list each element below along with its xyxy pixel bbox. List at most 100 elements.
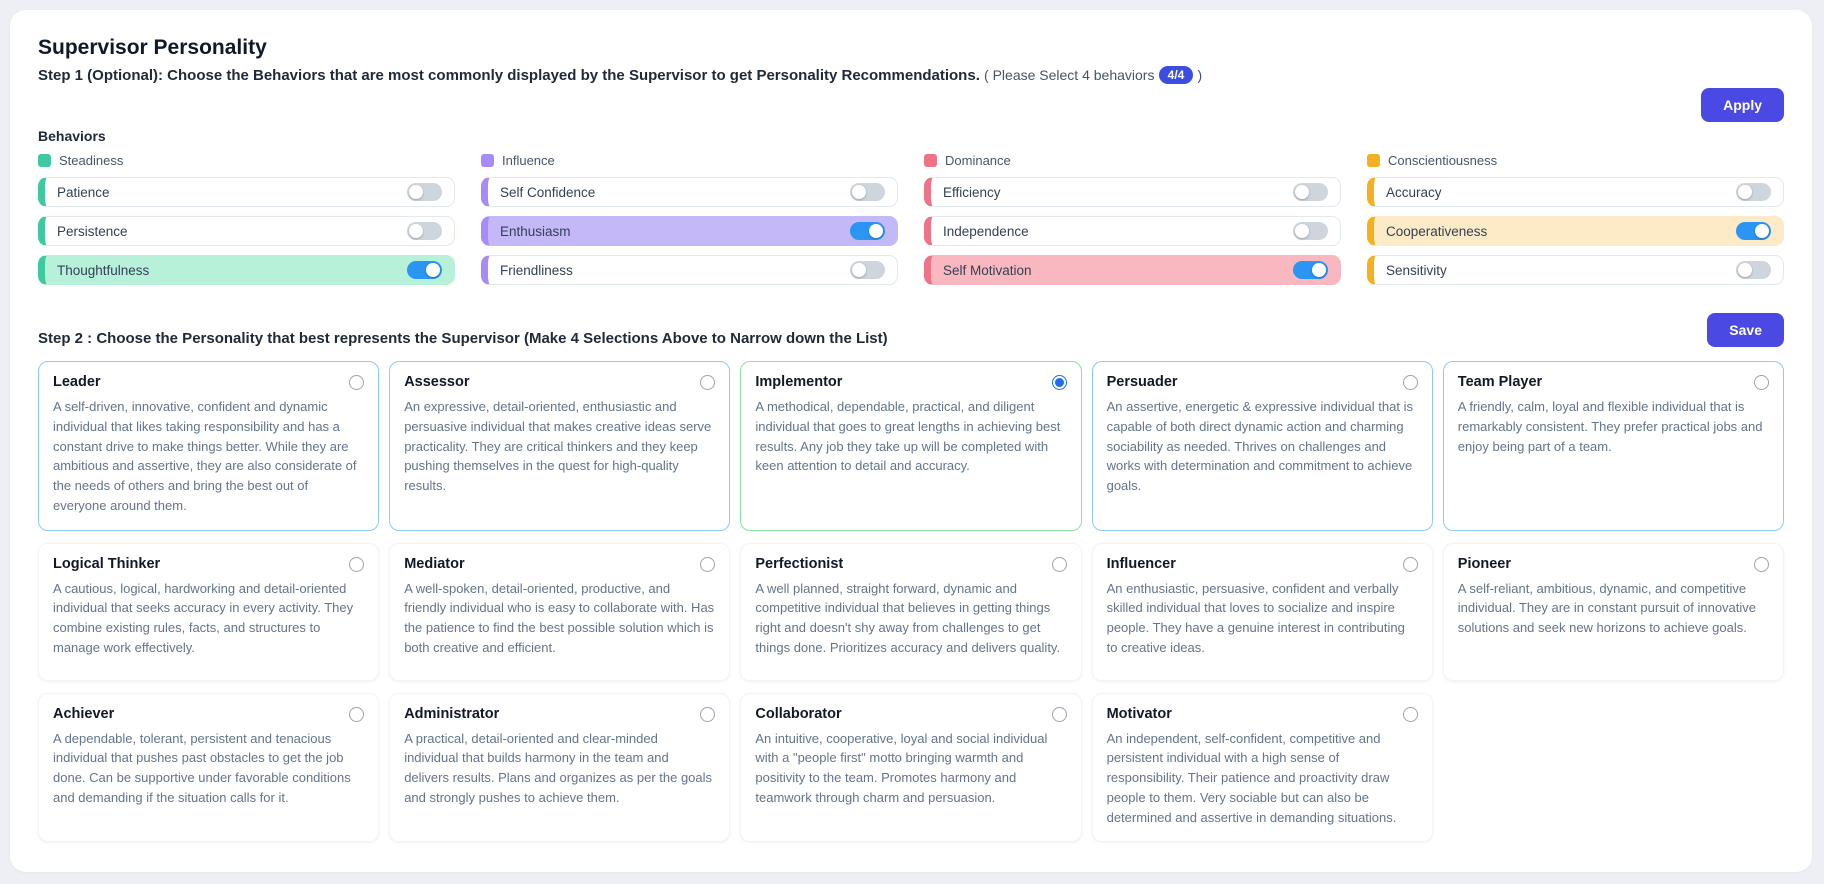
behavior-toggle[interactable] bbox=[850, 222, 885, 240]
group-color-swatch-icon bbox=[1367, 154, 1380, 167]
personality-card[interactable]: Team Player A friendly, calm, loyal and … bbox=[1442, 361, 1784, 531]
behavior-row[interactable]: Friendliness bbox=[481, 255, 898, 285]
personality-description: A cautious, logical, hardworking and det… bbox=[53, 580, 354, 655]
behavior-rows: Self Confidence Enthusiasm Friendliness bbox=[481, 177, 898, 285]
behavior-toggle[interactable] bbox=[407, 222, 442, 240]
behavior-label: Friendliness bbox=[500, 262, 573, 278]
behavior-row[interactable]: Enthusiasm bbox=[481, 216, 898, 246]
personality-description: A self-driven, innovative, confident and… bbox=[53, 399, 357, 513]
supervisor-personality-panel: Supervisor Personality Step 1 (Optional)… bbox=[10, 10, 1812, 873]
personality-card[interactable]: Influencer An enthusiastic, persuasive, … bbox=[1091, 542, 1433, 681]
behavior-row[interactable]: Patience bbox=[38, 177, 455, 207]
personality-name: Mediator bbox=[404, 555, 465, 572]
behavior-rows: Patience Persistence Thoughtfulness bbox=[38, 177, 455, 285]
personality-card-header: Mediator bbox=[404, 555, 716, 572]
personality-card-header: Team Player bbox=[1458, 374, 1769, 390]
personality-name: Persuader bbox=[1106, 374, 1178, 390]
behavior-toggle[interactable] bbox=[850, 261, 885, 279]
behavior-toggle[interactable] bbox=[1736, 261, 1771, 279]
behavior-toggle[interactable] bbox=[407, 261, 442, 279]
personality-card[interactable]: Collaborator An intuitive, cooperative, … bbox=[740, 692, 1082, 843]
personality-card[interactable]: Logical Thinker A cautious, logical, har… bbox=[38, 542, 380, 681]
step2-row: Step 2 : Choose the Personality that bes… bbox=[38, 313, 1784, 347]
personality-name: Collaborator bbox=[755, 705, 842, 722]
behavior-row[interactable]: Sensitivity bbox=[1367, 255, 1784, 285]
behavior-label: Sensitivity bbox=[1386, 262, 1447, 278]
personality-card[interactable]: Perfectionist A well planned, straight f… bbox=[740, 542, 1082, 681]
personality-radio[interactable] bbox=[1051, 375, 1067, 390]
personality-radio[interactable] bbox=[1754, 556, 1769, 572]
personality-card[interactable]: Mediator A well-spoken, detail-oriented,… bbox=[389, 542, 731, 681]
behavior-toggle[interactable] bbox=[1293, 222, 1328, 240]
personality-name: Team Player bbox=[1457, 374, 1543, 390]
behavior-toggle[interactable] bbox=[1736, 183, 1771, 201]
personality-name: Perfectionist bbox=[755, 555, 844, 572]
personality-card[interactable]: Leader A self-driven, innovative, confid… bbox=[38, 361, 380, 531]
personality-radio[interactable] bbox=[349, 375, 365, 390]
step1-hint-suffix: ) bbox=[1197, 67, 1203, 83]
personality-name: Administrator bbox=[404, 705, 500, 722]
personality-description: An independent, self-confident, competit… bbox=[1106, 730, 1397, 825]
step1-instruction: Step 1 (Optional): Choose the Behaviors … bbox=[38, 66, 1784, 84]
personality-description: A dependable, tolerant, persistent and t… bbox=[53, 730, 351, 805]
personality-name: Leader bbox=[53, 374, 101, 390]
behavior-toggle[interactable] bbox=[1736, 222, 1771, 240]
personality-card-header: Implementor bbox=[755, 374, 1067, 390]
personality-radio[interactable] bbox=[1402, 556, 1418, 572]
personality-name: Pioneer bbox=[1457, 555, 1511, 572]
personality-description: A well planned, straight forward, dynami… bbox=[755, 580, 1061, 655]
personality-radio[interactable] bbox=[1754, 375, 1769, 390]
behavior-toggle[interactable] bbox=[407, 183, 442, 201]
behavior-row[interactable]: Cooperativeness bbox=[1367, 216, 1784, 246]
behavior-toggle[interactable] bbox=[1293, 183, 1328, 201]
behavior-toggle[interactable] bbox=[850, 183, 885, 201]
behaviors-heading: Behaviors bbox=[38, 128, 106, 144]
behavior-row[interactable]: Independence bbox=[924, 216, 1341, 246]
behavior-label: Self Motivation bbox=[943, 262, 1032, 278]
apply-button[interactable]: Apply bbox=[1701, 88, 1784, 122]
personality-radio[interactable] bbox=[349, 556, 365, 572]
personality-radio[interactable] bbox=[700, 556, 716, 572]
behavior-row[interactable]: Persistence bbox=[38, 216, 455, 246]
save-button[interactable]: Save bbox=[1707, 313, 1784, 347]
personality-radio[interactable] bbox=[700, 706, 716, 722]
personality-description: An intuitive, cooperative, loyal and soc… bbox=[755, 730, 1048, 805]
behavior-row[interactable]: Efficiency bbox=[924, 177, 1341, 207]
personality-description: An enthusiastic, persuasive, confident a… bbox=[1106, 580, 1405, 655]
behavior-row[interactable]: Self Confidence bbox=[481, 177, 898, 207]
personality-radio[interactable] bbox=[1402, 375, 1418, 390]
personality-card[interactable]: Implementor A methodical, dependable, pr… bbox=[740, 361, 1082, 531]
personality-radio[interactable] bbox=[1051, 706, 1067, 722]
personality-name: Achiever bbox=[53, 705, 115, 722]
behavior-label: Patience bbox=[57, 184, 110, 200]
behavior-label: Efficiency bbox=[943, 184, 1001, 200]
personality-radio[interactable] bbox=[700, 375, 716, 390]
personality-cards-grid: Leader A self-driven, innovative, confid… bbox=[38, 361, 1784, 843]
step2-heading: Step 2 : Choose the Personality that bes… bbox=[38, 330, 888, 347]
behavior-group-header: Conscientiousness bbox=[1367, 153, 1784, 168]
personality-radio[interactable] bbox=[1051, 556, 1067, 572]
personality-radio[interactable] bbox=[349, 706, 365, 722]
personality-card[interactable]: Motivator An independent, self-confident… bbox=[1091, 692, 1433, 843]
personality-card-header: Logical Thinker bbox=[53, 556, 365, 572]
personality-card[interactable]: Administrator A practical, detail-orient… bbox=[389, 692, 731, 843]
personality-card-header: Perfectionist bbox=[755, 555, 1067, 572]
personality-card-header: Administrator bbox=[404, 705, 716, 722]
behavior-row[interactable]: Self Motivation bbox=[924, 255, 1341, 285]
personality-card[interactable]: Pioneer A self-reliant, ambitious, dynam… bbox=[1442, 542, 1784, 681]
behavior-groups: Steadiness Patience Persistence Thoughtf… bbox=[38, 153, 1784, 285]
behavior-label: Accuracy bbox=[1386, 184, 1442, 200]
personality-name: Assessor bbox=[404, 374, 470, 390]
behavior-group-header: Influence bbox=[481, 153, 898, 168]
personality-card[interactable]: Achiever A dependable, tolerant, persist… bbox=[38, 692, 380, 843]
page-title: Supervisor Personality bbox=[38, 36, 267, 59]
personality-card[interactable]: Assessor An expressive, detail-oriented,… bbox=[389, 361, 731, 531]
behavior-label: Enthusiasm bbox=[500, 223, 571, 239]
behavior-row[interactable]: Accuracy bbox=[1367, 177, 1784, 207]
behavior-toggle[interactable] bbox=[1293, 261, 1328, 279]
behavior-row[interactable]: Thoughtfulness bbox=[38, 255, 455, 285]
personality-card[interactable]: Persuader An assertive, energetic & expr… bbox=[1091, 361, 1433, 531]
personality-radio[interactable] bbox=[1402, 706, 1418, 722]
step1-hint-prefix: ( Please Select 4 behaviors bbox=[984, 67, 1155, 83]
personality-description: A friendly, calm, loyal and flexible ind… bbox=[1457, 399, 1763, 454]
